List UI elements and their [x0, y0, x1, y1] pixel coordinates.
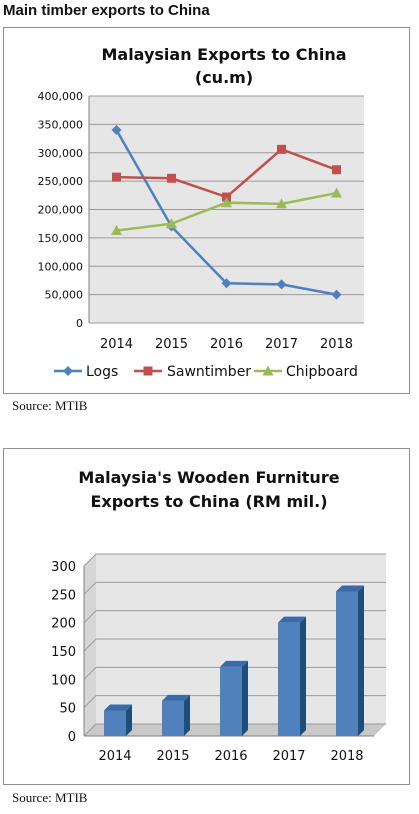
legend-marker-chipboard: [262, 365, 274, 376]
bar-side: [300, 616, 306, 736]
data-point-chipboard: [221, 197, 232, 208]
x-axis-ticks: 2014 2015 2016 2017 2018: [98, 749, 363, 764]
chart-title-line2: (cu.m): [195, 68, 253, 87]
source-note-1: Source: MTIB: [12, 398, 88, 413]
data-point-sawntimber: [332, 165, 341, 175]
bar: [336, 585, 364, 736]
grid-line: [83, 610, 386, 624]
x-tick-label: 2017: [265, 337, 298, 352]
chart-title-line1: Malaysia's Wooden Furniture: [78, 468, 339, 487]
bar-front: [162, 700, 184, 736]
data-point-logs: [331, 289, 342, 300]
bar-front: [278, 622, 300, 736]
bar-chart-panel: Malaysia's Wooden Furniture Exports to C…: [3, 448, 410, 785]
bar-front: [220, 666, 242, 736]
y-tick-label: 0: [76, 317, 83, 330]
data-point-chipboard: [111, 224, 122, 235]
line-chart: Malaysian Exports to China (cu.m) 400,00…: [38, 45, 364, 380]
y-axis-ticks: 300 250 200 150 100 50 0: [51, 560, 76, 745]
bars-group: [104, 585, 364, 736]
x-axis-ticks: 2014 2015 2016 2017 2018: [100, 337, 353, 352]
data-point-chipboard: [166, 218, 177, 229]
legend-label-chipboard: Chipboard: [286, 364, 358, 380]
x-tick-label: 2018: [330, 749, 363, 764]
y-tick-label: 200: [51, 617, 76, 632]
y-axis-ticks: 400,000 350,000 300,000 250,000 200,000 150,0…: [38, 90, 84, 330]
grid-line: [83, 581, 386, 595]
bar-top: [162, 694, 190, 701]
x-tick-label: 2016: [214, 749, 247, 764]
line-chart-panel: Malaysian Exports to China (cu.m) 400,00…: [3, 27, 410, 394]
bar: [220, 660, 248, 736]
line-series-group: [111, 125, 342, 300]
x-tick-label: 2016: [210, 337, 243, 352]
data-point-logs: [111, 125, 122, 136]
bar-side: [358, 585, 364, 736]
data-point-sawntimber: [112, 172, 121, 182]
y-tick-label: 250: [51, 588, 76, 603]
x-tick-label: 2017: [272, 749, 305, 764]
bar-front: [104, 710, 126, 736]
y-tick-label: 100: [51, 673, 76, 688]
grid-lines: [88, 95, 364, 324]
data-point-chipboard: [331, 187, 342, 198]
bar-side: [126, 704, 132, 736]
y-tick-label: 200,000: [38, 204, 84, 217]
y-tick-label: 250,000: [38, 175, 84, 188]
bar-chart: Malaysia's Wooden Furniture Exports to C…: [51, 468, 386, 764]
data-point-chipboard: [276, 198, 287, 209]
y-tick-label: 50: [59, 702, 76, 717]
chart-title-line2: Exports to China (RM mil.): [90, 492, 327, 511]
bar-front: [336, 591, 358, 736]
y-tick-label: 50,000: [45, 289, 84, 302]
bar-top: [336, 585, 364, 592]
bar-top: [104, 704, 132, 711]
y-tick-label: 350,000: [38, 118, 84, 131]
bar-top: [278, 616, 306, 623]
y-tick-label: 150: [51, 645, 76, 660]
y-tick-label: 0: [68, 730, 76, 745]
x-tick-label: 2018: [320, 337, 353, 352]
legend: Logs Sawntimber Chipboard: [54, 364, 358, 380]
grid-line: [83, 553, 386, 567]
bar: [104, 704, 132, 736]
x-tick-label: 2015: [156, 749, 189, 764]
bar: [162, 694, 190, 736]
y-tick-label: 300,000: [38, 147, 84, 160]
x-tick-label: 2014: [98, 749, 131, 764]
legend-marker-sawntimber: [143, 366, 153, 376]
y-tick-label: 400,000: [38, 90, 84, 103]
data-point-sawntimber: [277, 144, 286, 154]
bar-side: [242, 660, 248, 736]
source-note-2: Source: MTIB: [12, 790, 88, 805]
data-point-sawntimber: [167, 173, 176, 183]
bar-side: [184, 694, 190, 736]
data-point-sawntimber: [222, 192, 231, 202]
legend-label-sawntimber: Sawntimber: [167, 364, 251, 380]
chart-title-line1: Malaysian Exports to China: [101, 45, 346, 64]
bar: [278, 616, 306, 736]
legend-marker-logs: [63, 366, 73, 376]
x-tick-label: 2015: [155, 337, 188, 352]
bar-top: [220, 660, 248, 667]
legend-label-logs: Logs: [86, 364, 118, 380]
data-point-logs: [276, 279, 287, 290]
data-point-logs: [221, 278, 232, 289]
x-tick-label: 2014: [100, 337, 133, 352]
page-heading: Main timber exports to China: [3, 2, 210, 19]
y-tick-label: 150,000: [38, 232, 84, 245]
y-tick-label: 300: [51, 560, 76, 575]
y-tick-label: 100,000: [38, 260, 84, 273]
